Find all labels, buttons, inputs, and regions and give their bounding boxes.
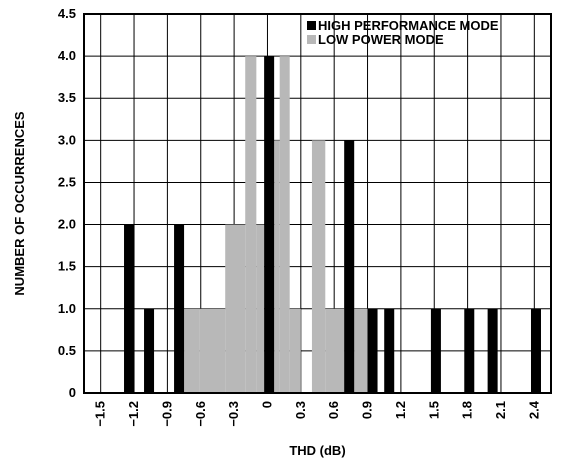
x-tick-label: 2.1 (493, 401, 508, 419)
y-tick-label: 1.5 (58, 259, 76, 274)
x-axis-label: THD (dB) (289, 443, 345, 458)
histogram-bar (530, 308, 541, 393)
y-tick-label: 4.0 (58, 48, 76, 63)
x-tick-label: −0.9 (159, 401, 174, 427)
x-axis-ticks: −1.5 −1.2 −0.9 −0.6 −0.3 0 0.3 0.6 0.9 1.2 1.5 1.8 2… (93, 400, 542, 426)
x-tick-label: 1.8 (460, 401, 475, 419)
plot-frame (83, 13, 552, 394)
histogram-bar (274, 140, 280, 393)
x-tick-label: 1.2 (393, 401, 408, 419)
x-tick-label: −1.5 (93, 401, 108, 427)
x-tick-label: 2.4 (526, 400, 541, 419)
histogram-bar (384, 308, 395, 393)
histogram-bar (367, 308, 378, 393)
histogram-bar (464, 308, 475, 393)
x-tick-label: 1.5 (426, 401, 441, 419)
x-tick-label: 0.3 (293, 401, 308, 419)
legend-swatch (307, 21, 316, 30)
histogram-bar (264, 56, 275, 393)
y-tick-label: 0 (69, 385, 76, 400)
histogram-bar (344, 140, 355, 393)
y-tick-label: 2.0 (58, 217, 76, 232)
histogram-bar (354, 308, 368, 393)
y-tick-label: 0.5 (58, 343, 76, 358)
histogram-bar (256, 224, 265, 393)
x-tick-label: −0.6 (193, 401, 208, 427)
histogram-bar (289, 308, 301, 393)
low-power-series (184, 56, 368, 393)
y-axis-ticks: 0 0.5 1.0 1.5 2.0 2.5 3.0 3.5 4.0 4.5 (58, 6, 76, 400)
histogram-bar (225, 224, 246, 393)
y-tick-label: 4.5 (58, 6, 76, 21)
histogram-bar (174, 224, 185, 393)
x-tick-label: 0.6 (326, 401, 341, 419)
x-tick-label: −1.2 (126, 401, 141, 427)
legend-label: LOW POWER MODE (318, 32, 444, 47)
legend-label: HIGH PERFORMANCE MODE (318, 18, 499, 33)
y-tick-label: 2.5 (58, 174, 76, 189)
legend-swatch (307, 35, 316, 44)
histogram-bar (311, 140, 326, 393)
histogram-bar (279, 56, 290, 393)
histogram-bar (144, 308, 155, 393)
y-tick-label: 3.5 (58, 90, 76, 105)
y-axis-label: NUMBER OF OCCURRENCES (12, 111, 27, 296)
histogram-bar (124, 224, 135, 393)
x-tick-label: 0 (259, 401, 274, 408)
y-tick-label: 3.0 (58, 132, 76, 147)
histogram-bar (245, 56, 257, 393)
x-tick-label: −0.3 (226, 401, 241, 427)
histogram-bar (487, 308, 498, 393)
histogram-bar (199, 308, 226, 393)
histogram-bar (325, 308, 345, 393)
high-performance-series (124, 56, 541, 393)
histogram-bar (430, 308, 441, 393)
histogram-bar (184, 308, 200, 393)
x-tick-label: 0.9 (360, 401, 375, 419)
y-tick-label: 1.0 (58, 301, 76, 316)
